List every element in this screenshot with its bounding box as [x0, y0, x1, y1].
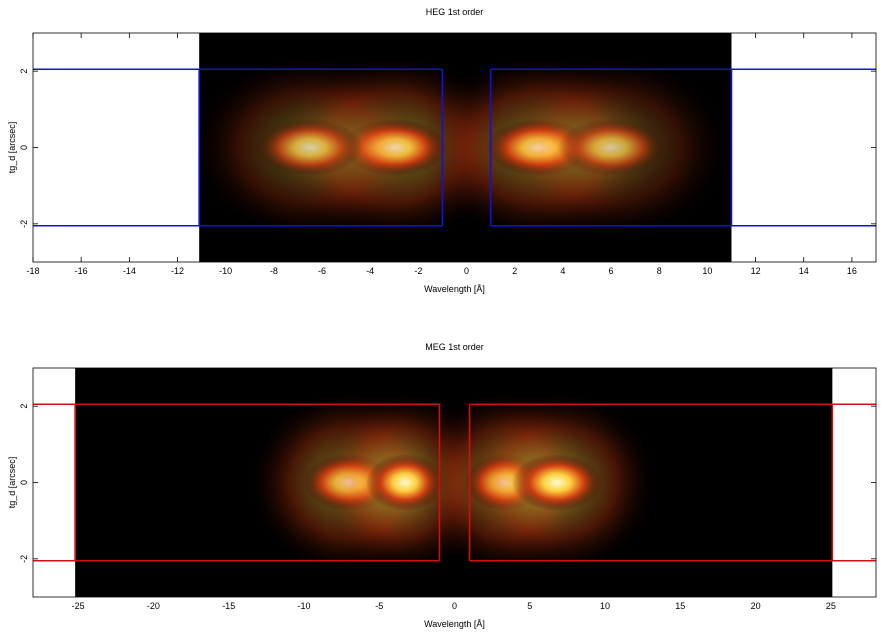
y-tick-label: 0	[19, 480, 29, 485]
emission-peak	[558, 118, 665, 177]
x-tick-label: 16	[847, 266, 857, 276]
x-tick-label: -15	[222, 601, 235, 611]
x-tick-label: 10	[702, 266, 712, 276]
x-tick-label: -20	[147, 601, 160, 611]
x-tick-label: 4	[560, 266, 565, 276]
chart-title: MEG 1st order	[425, 342, 484, 352]
x-tick-label: 15	[675, 601, 685, 611]
x-tick-label: 5	[527, 601, 532, 611]
y-tick-label: 2	[19, 69, 29, 74]
x-tick-label: -10	[297, 601, 310, 611]
x-tick-label: -10	[219, 266, 232, 276]
emission-peak	[256, 118, 363, 177]
x-tick-label: 20	[751, 601, 761, 611]
x-tick-label: 10	[600, 601, 610, 611]
x-axis-label: Wavelength [Å]	[424, 284, 485, 294]
x-tick-label: -4	[366, 266, 374, 276]
x-tick-label: 12	[751, 266, 761, 276]
x-tick-label: 6	[609, 266, 614, 276]
x-tick-label: 0	[452, 601, 457, 611]
chart-title: HEG 1st order	[426, 7, 484, 17]
x-tick-label: 14	[799, 266, 809, 276]
x-axis-label: Wavelength [Å]	[424, 619, 485, 629]
x-tick-label: -5	[375, 601, 383, 611]
x-tick-label: -6	[318, 266, 326, 276]
x-tick-label: -2	[414, 266, 422, 276]
x-tick-label: -14	[123, 266, 136, 276]
x-tick-label: -25	[72, 601, 85, 611]
x-tick-label: -16	[75, 266, 88, 276]
x-tick-label: -8	[270, 266, 278, 276]
x-tick-label: 0	[464, 266, 469, 276]
emission-peak	[511, 453, 603, 512]
x-tick-label: 8	[657, 266, 662, 276]
x-tick-label: 25	[826, 601, 836, 611]
x-tick-label: -12	[171, 266, 184, 276]
y-tick-label: -2	[19, 220, 29, 228]
x-tick-label: 2	[512, 266, 517, 276]
y-axis-label: tg_d [arcsec]	[7, 457, 17, 509]
y-tick-label: -2	[19, 555, 29, 563]
y-tick-label: 0	[19, 145, 29, 150]
x-tick-label: -18	[26, 266, 39, 276]
y-tick-label: 2	[19, 404, 29, 409]
y-axis-label: tg_d [arcsec]	[7, 122, 17, 174]
